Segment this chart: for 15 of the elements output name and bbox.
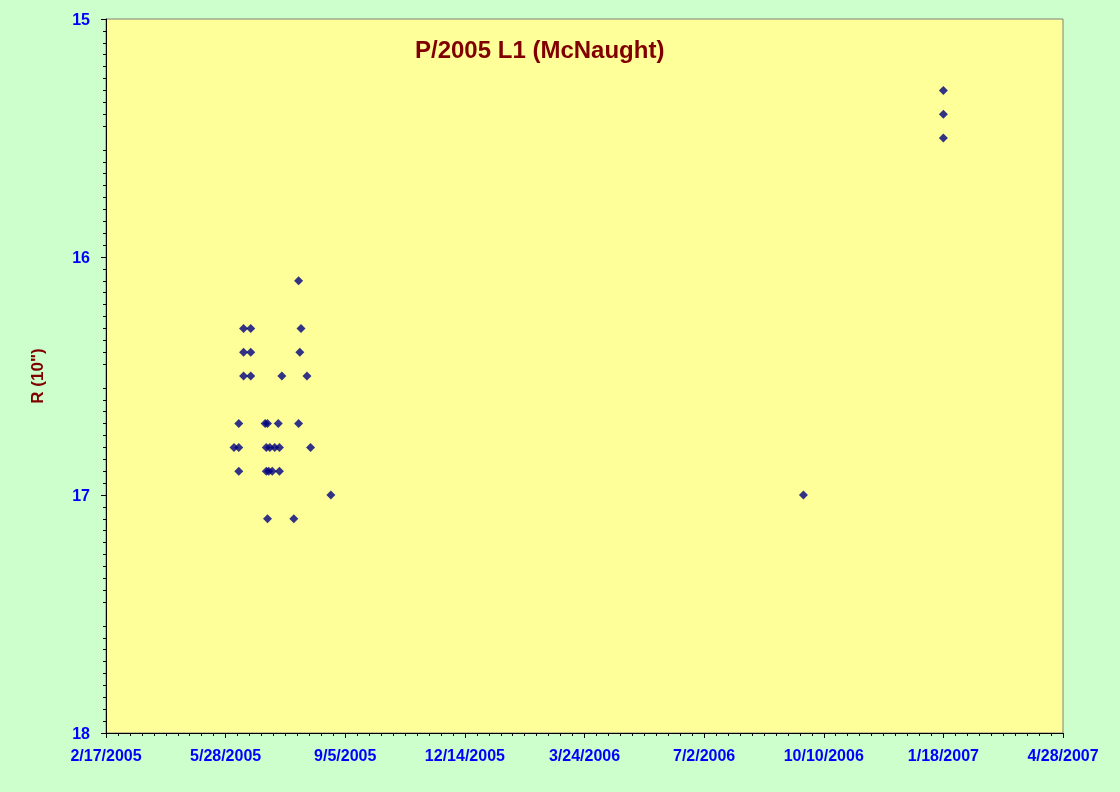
y-tick-label: 16: [72, 248, 91, 266]
x-tick-label: 2/17/2005: [70, 746, 142, 764]
y-tick-label: 18: [72, 724, 91, 742]
x-tick-label: 4/28/2007: [1027, 746, 1099, 764]
x-tick-label: 7/2/2006: [672, 746, 736, 764]
x-tick-label: 3/24/2006: [548, 746, 621, 764]
x-tick-label: 5/28/2005: [190, 746, 262, 764]
x-tick-label: 9/5/2005: [314, 746, 377, 764]
y-axis-title: R (10"): [28, 348, 47, 404]
text: P/2005 L1 (McNaught): [415, 35, 665, 63]
y-tick-label: 17: [72, 486, 91, 504]
y-tick-label: 15: [72, 10, 91, 28]
x-tick-label: 12/14/2005: [424, 746, 506, 764]
x-tick-label: 1/18/2007: [907, 746, 980, 764]
x-tick-label: 10/10/2006: [783, 746, 864, 764]
